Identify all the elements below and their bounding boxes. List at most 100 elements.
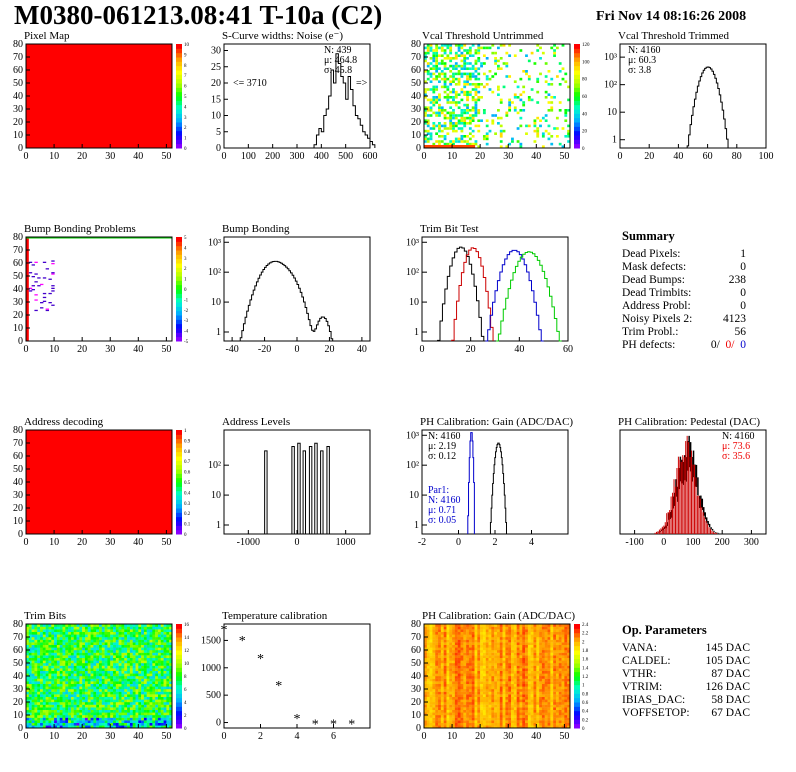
map-cell — [79, 652, 83, 656]
map-cell — [160, 686, 164, 690]
map-cell — [87, 707, 91, 710]
map-cell — [99, 639, 103, 643]
map-cell — [497, 109, 500, 112]
map-cell — [429, 75, 433, 78]
map-cell — [146, 670, 150, 674]
map-cell — [110, 720, 114, 723]
map-cell — [511, 631, 515, 635]
map-cell — [79, 717, 83, 721]
map-cell — [452, 663, 456, 666]
map-cell — [51, 647, 55, 651]
map-cell — [31, 702, 35, 705]
map-cell — [45, 709, 49, 713]
map-cell — [96, 663, 100, 666]
map-cell — [115, 712, 119, 716]
map-cell — [54, 722, 58, 726]
map-cell — [107, 689, 111, 692]
map-cell — [160, 676, 164, 679]
map-cell — [471, 709, 475, 713]
map-cell — [516, 626, 520, 630]
map-cell — [477, 629, 481, 632]
map-cell — [443, 624, 447, 627]
palette-cell — [574, 87, 580, 93]
scatter-point: * — [294, 712, 301, 727]
map-cell — [477, 696, 481, 700]
map-cell — [40, 725, 44, 729]
map-cell — [454, 717, 458, 721]
x-tick-label: -40 — [225, 344, 238, 355]
map-cell — [31, 676, 35, 679]
map-cell — [460, 75, 464, 78]
map-cell — [432, 707, 436, 710]
map-cell — [96, 717, 100, 721]
map-cell — [54, 657, 58, 661]
palette-cell — [176, 645, 182, 651]
map-cell — [104, 637, 108, 640]
map-cell — [488, 644, 492, 648]
map-cell — [138, 673, 142, 677]
map-cell — [138, 699, 142, 703]
map-cell — [90, 689, 94, 692]
map-cell — [474, 681, 478, 684]
map-cell — [65, 673, 69, 677]
map-cell — [26, 689, 30, 692]
map-cell — [141, 670, 145, 674]
map-cell — [155, 665, 159, 669]
map-cell — [31, 634, 35, 638]
map-cell — [34, 712, 38, 716]
map-cell — [169, 704, 173, 708]
map-cell — [530, 644, 534, 648]
map-cell — [452, 75, 455, 78]
map-cell — [480, 657, 484, 661]
map-cell — [466, 668, 470, 671]
map-cell — [457, 624, 461, 627]
map-cell — [426, 137, 430, 141]
palette-label: -3 — [184, 319, 189, 324]
map-cell — [127, 647, 131, 651]
map-cell — [452, 709, 456, 713]
map-cell — [474, 686, 478, 690]
map-cell — [34, 694, 38, 697]
palette-cell — [176, 469, 182, 474]
map-cell — [553, 54, 556, 57]
map-cell — [491, 665, 495, 669]
map-cell — [70, 626, 74, 630]
map-cell — [68, 624, 72, 627]
map-cell — [42, 670, 46, 674]
map-cell — [429, 683, 433, 687]
map-cell — [118, 647, 122, 651]
map-cell — [482, 673, 486, 677]
map-cell — [480, 704, 484, 708]
map-cell — [466, 49, 469, 52]
map-cell — [443, 135, 447, 138]
map-cell — [525, 668, 529, 671]
map-cell — [429, 67, 433, 70]
map-cell — [497, 67, 500, 70]
map-cell — [135, 707, 139, 710]
map-cell — [426, 707, 430, 710]
map-cell — [474, 652, 478, 656]
map-cell — [166, 696, 170, 700]
map-cell — [138, 678, 142, 682]
map-cell — [511, 137, 514, 141]
map-cell — [429, 98, 433, 102]
map-cell — [87, 683, 91, 687]
map-cell — [45, 673, 49, 677]
map-cell — [449, 114, 453, 117]
map-cell — [169, 707, 173, 710]
map-cell — [135, 647, 139, 651]
map-cell — [70, 639, 74, 643]
map-cell — [40, 629, 44, 632]
map-cell — [141, 678, 145, 682]
map-cell — [96, 720, 100, 723]
y-tick-label: 1 — [414, 327, 419, 338]
map-cell — [463, 111, 467, 115]
map-cell — [533, 720, 537, 723]
summary-row: Address Probl: 0 — [622, 300, 746, 313]
map-cell — [525, 699, 529, 703]
x-tick-label: 600 — [363, 151, 378, 162]
map-cell — [157, 631, 161, 635]
map-cell — [45, 720, 49, 723]
map-cell — [132, 704, 136, 708]
map-cell — [446, 660, 450, 664]
